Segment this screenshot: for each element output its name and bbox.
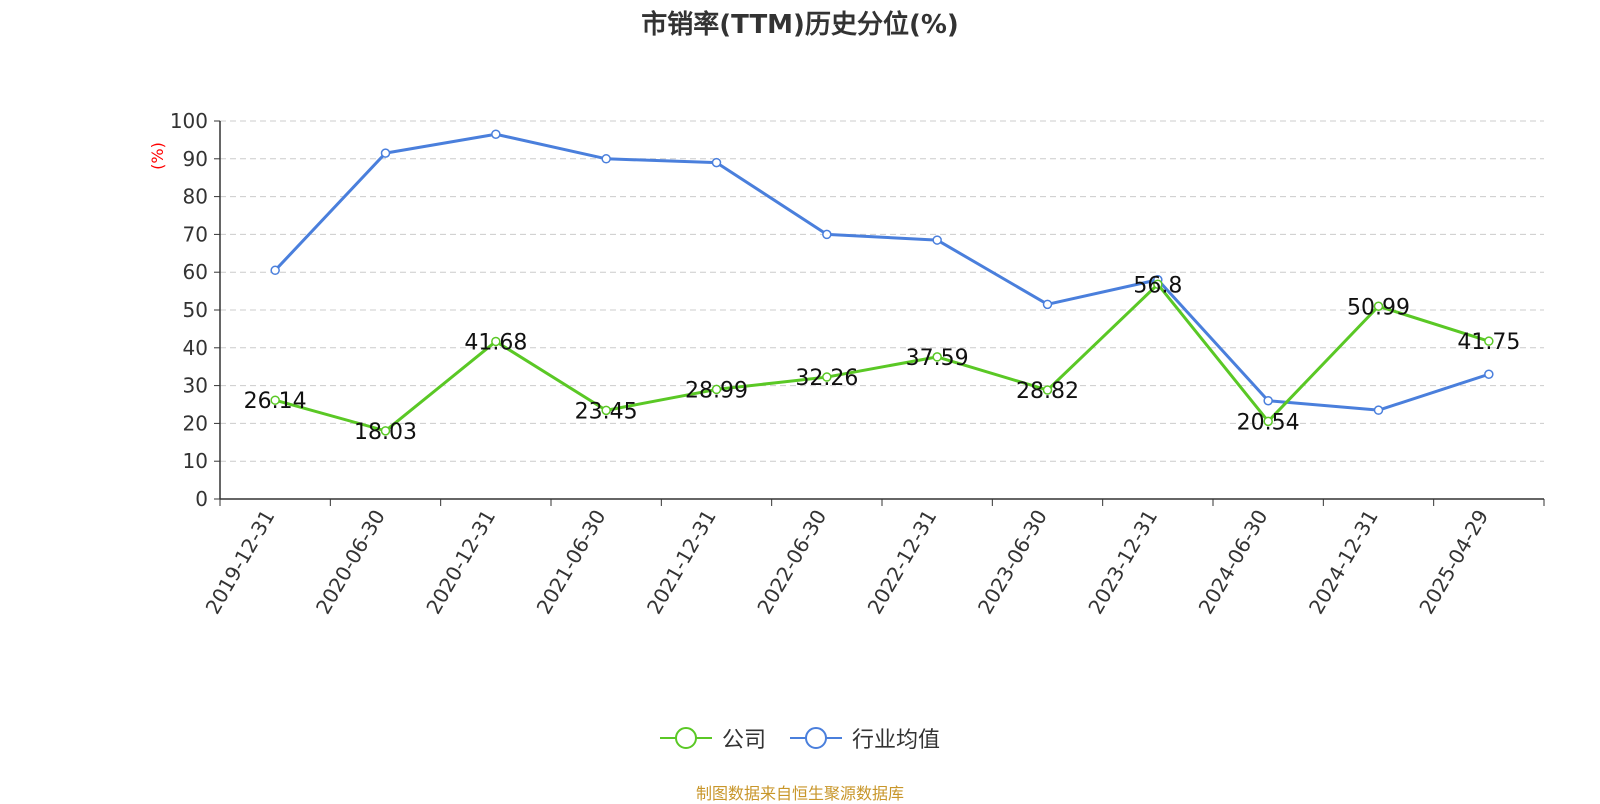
chart-title: 市销率(TTM)历史分位(%) (641, 10, 959, 40)
source-note: 制图数据来自恒生聚源数据库 (695, 784, 904, 803)
x-tick-label: 2020-12-31 (421, 506, 500, 619)
data-point-0[interactable] (711, 384, 722, 395)
y-tick-label: 30 (183, 374, 208, 398)
x-tick-label: 2019-12-31 (201, 506, 280, 619)
y-tick-label: 20 (183, 411, 208, 435)
y-tick-label: 10 (183, 449, 208, 473)
data-label: 23.45 (575, 399, 638, 424)
data-point-1[interactable] (1484, 369, 1494, 380)
x-tick-label: 2021-06-30 (532, 506, 611, 619)
data-point-1[interactable] (380, 148, 391, 158)
x-tick-label: 2022-12-31 (863, 506, 942, 619)
y-tick-label: 90 (183, 147, 208, 171)
y-tick-label: 50 (183, 298, 208, 322)
data-label: 37.59 (906, 346, 969, 371)
data-point-0[interactable] (601, 405, 611, 416)
data-point-0[interactable] (1484, 336, 1494, 346)
data-point-0[interactable] (1373, 301, 1384, 312)
x-tick-label: 2020-06-30 (311, 506, 390, 619)
x-tick-label: 2022-06-30 (752, 506, 831, 619)
data-point-1[interactable] (270, 265, 280, 276)
legend-company-marker-icon (659, 727, 712, 749)
data-point-1[interactable] (1263, 395, 1273, 406)
x-tick-label: 2024-06-30 (1194, 506, 1273, 619)
data-point-1[interactable] (601, 154, 611, 164)
data-point-1[interactable] (1373, 405, 1384, 415)
data-point-0[interactable] (932, 352, 942, 362)
data-label: 20.54 (1237, 410, 1300, 435)
data-label: 41.68 (464, 330, 527, 355)
x-tick-label: 2021-12-31 (642, 506, 721, 619)
y-tick-label: 70 (183, 222, 208, 246)
data-label: 50.99 (1347, 295, 1410, 320)
data-label: 32.26 (795, 366, 858, 391)
x-tick-label: 2024-12-31 (1304, 506, 1383, 619)
series-line-0 (274, 282, 1490, 433)
legend: 公司 行业均值 (0, 722, 1600, 754)
y-axis-label: (%) (148, 142, 167, 170)
x-tick-label: 2023-12-31 (1083, 506, 1162, 619)
data-point-0[interactable] (1153, 279, 1163, 290)
legend-label-company: 公司 (721, 728, 766, 753)
data-point-0[interactable] (380, 426, 391, 436)
data-label: 56.8 (1133, 273, 1182, 298)
legend-label-industry-average: 行业均值 (852, 728, 941, 753)
y-tick-label: 60 (183, 260, 208, 284)
data-label: 18.03 (354, 420, 417, 445)
data-point-1[interactable] (1042, 299, 1053, 310)
legend-item-industry-average[interactable]: 行业均值 (790, 722, 940, 754)
y-tick-label: 100 (170, 109, 208, 133)
y-tick-label: 40 (183, 336, 208, 360)
data-label: 26.14 (244, 389, 307, 414)
data-point-1[interactable] (932, 235, 942, 245)
data-point-0[interactable] (491, 336, 501, 347)
data-point-0[interactable] (822, 372, 832, 382)
data-label: 28.82 (1016, 379, 1079, 404)
data-point-1[interactable] (711, 157, 722, 168)
data-label: 41.75 (1457, 330, 1520, 355)
data-point-0[interactable] (270, 395, 280, 405)
data-point-1[interactable] (491, 129, 501, 139)
legend-industry-marker-icon (790, 727, 842, 749)
y-tick-label: 0 (195, 487, 208, 511)
legend-item-company[interactable]: 公司 (659, 722, 766, 754)
y-tick-label: 80 (183, 185, 208, 209)
x-tick-label: 2025-04-29 (1414, 506, 1493, 619)
x-tick-label: 2023-06-30 (973, 506, 1052, 619)
data-label: 28.99 (685, 378, 748, 403)
data-point-1[interactable] (822, 229, 832, 240)
data-point-0[interactable] (1042, 385, 1053, 395)
data-point-0[interactable] (1263, 416, 1273, 427)
